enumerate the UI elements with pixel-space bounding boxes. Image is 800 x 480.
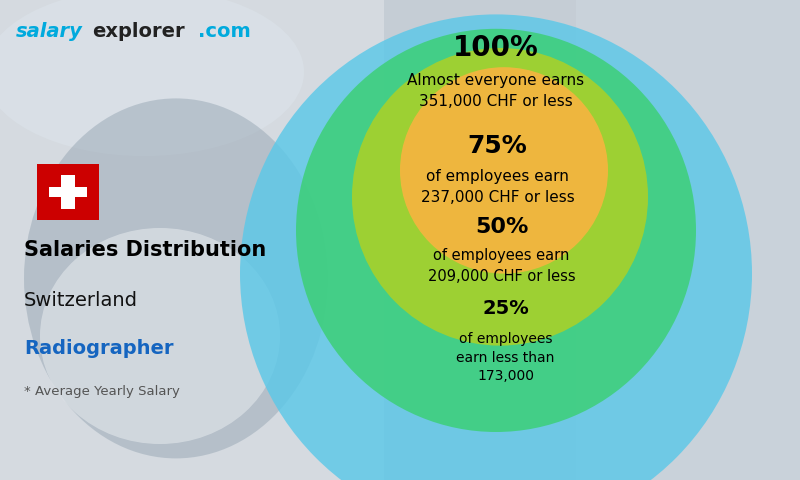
FancyBboxPatch shape <box>37 164 99 220</box>
Bar <box>0 0 384 480</box>
Text: of employees earn
209,000 CHF or less: of employees earn 209,000 CHF or less <box>428 249 575 284</box>
Text: of employees
earn less than
173,000: of employees earn less than 173,000 <box>457 332 554 383</box>
Text: 25%: 25% <box>482 299 529 318</box>
Text: 50%: 50% <box>475 216 528 237</box>
Ellipse shape <box>400 67 608 274</box>
Bar <box>61 175 75 209</box>
Text: of employees earn
237,000 CHF or less: of employees earn 237,000 CHF or less <box>421 169 574 205</box>
Bar <box>49 187 87 197</box>
Text: salary: salary <box>16 22 83 41</box>
Text: * Average Yearly Salary: * Average Yearly Salary <box>24 384 180 398</box>
Ellipse shape <box>24 98 328 458</box>
Bar <box>576 0 800 480</box>
Text: explorer: explorer <box>92 22 185 41</box>
Ellipse shape <box>40 228 280 444</box>
Text: Switzerland: Switzerland <box>24 290 138 310</box>
Ellipse shape <box>0 0 304 156</box>
Text: Almost everyone earns
351,000 CHF or less: Almost everyone earns 351,000 CHF or les… <box>407 73 585 109</box>
Text: 75%: 75% <box>468 134 527 158</box>
Ellipse shape <box>296 29 696 432</box>
Text: Salaries Distribution: Salaries Distribution <box>24 240 266 260</box>
Text: .com: .com <box>198 22 251 41</box>
Text: 100%: 100% <box>453 34 539 62</box>
Text: Radiographer: Radiographer <box>24 338 174 358</box>
Ellipse shape <box>240 14 752 480</box>
Ellipse shape <box>352 48 648 346</box>
